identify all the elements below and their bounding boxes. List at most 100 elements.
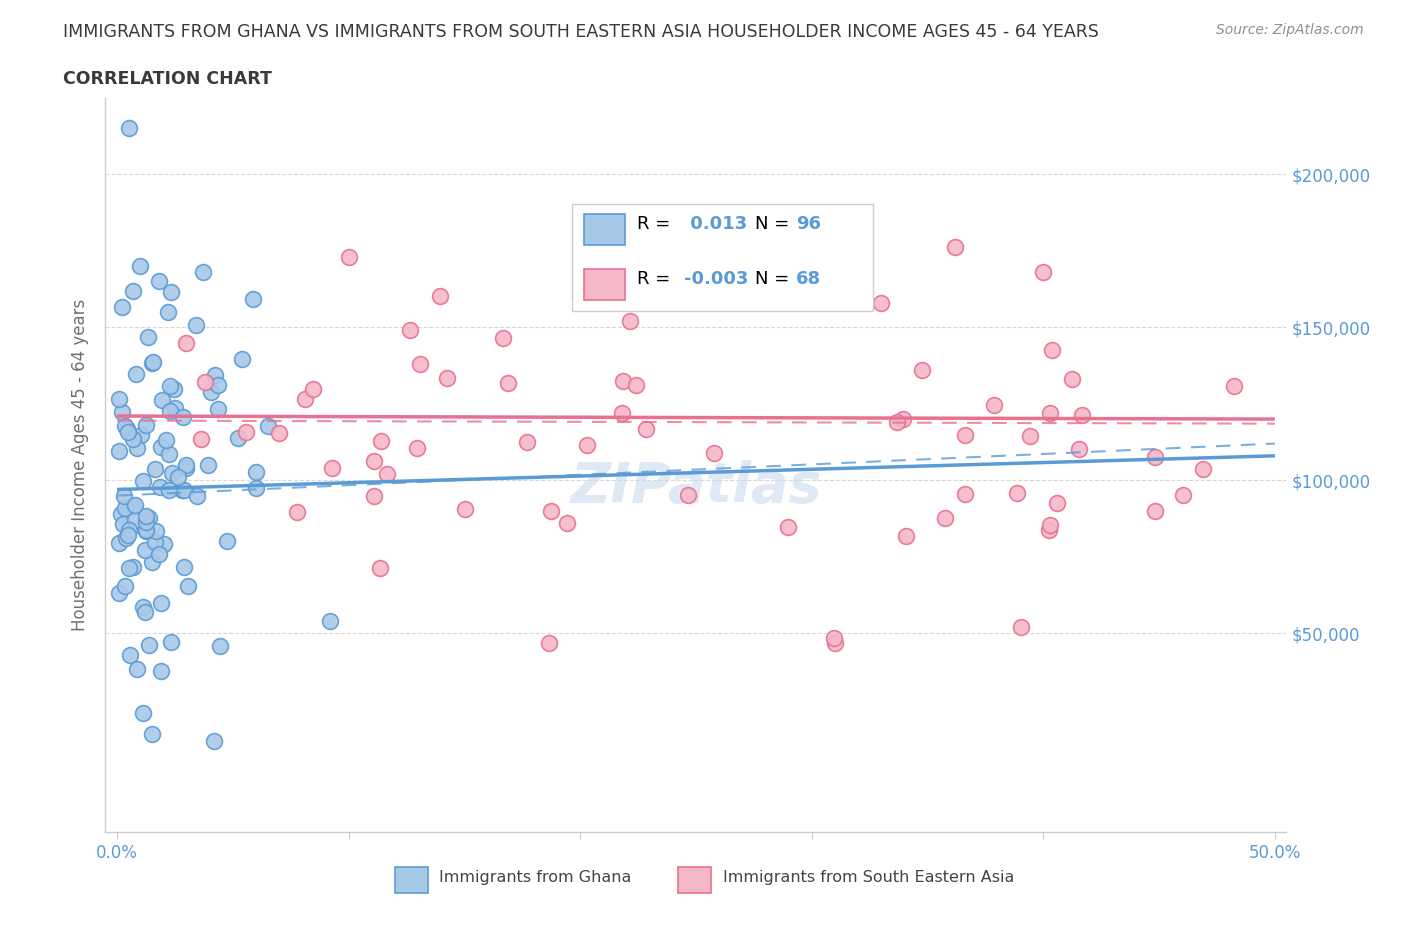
Point (1039, 517, 1062, 532)
Point (569, 289, 592, 304)
Point (125, 366, 148, 381)
Point (886, 414, 908, 429)
Point (174, 460, 197, 475)
Point (1222, 379, 1244, 393)
Point (124, 498, 146, 512)
Point (824, 635, 846, 650)
Point (1040, 343, 1063, 358)
Text: N =: N = (755, 215, 794, 233)
Point (111, 405, 134, 419)
Point (267, 425, 290, 440)
Point (194, 375, 217, 390)
Point (122, 559, 145, 574)
Point (110, 507, 132, 522)
Point (172, 483, 194, 498)
Point (498, 376, 520, 391)
Point (231, 352, 253, 366)
Point (846, 292, 869, 307)
Point (135, 514, 157, 529)
Point (540, 503, 562, 518)
Point (576, 437, 599, 452)
Point (155, 432, 177, 447)
Point (910, 363, 932, 378)
Point (208, 639, 231, 654)
Point (117, 421, 139, 436)
Point (943, 239, 966, 254)
Text: Source: ZipAtlas.com: Source: ZipAtlas.com (1216, 23, 1364, 37)
Text: -0.003: -0.003 (685, 271, 748, 288)
Point (129, 428, 152, 443)
Point (159, 404, 181, 418)
Point (159, 379, 181, 393)
Point (1173, 487, 1195, 502)
Point (436, 370, 458, 385)
Text: R =: R = (637, 271, 676, 288)
Text: ZIPatlas: ZIPatlas (571, 460, 821, 514)
Point (127, 441, 149, 456)
Point (143, 461, 166, 476)
Point (114, 500, 136, 515)
Point (135, 523, 157, 538)
Point (1045, 496, 1067, 511)
Point (177, 579, 200, 594)
Text: 68: 68 (796, 271, 821, 288)
Point (302, 382, 325, 397)
Point (150, 440, 173, 455)
Point (149, 663, 172, 678)
Point (624, 378, 647, 392)
Point (1019, 428, 1042, 443)
Point (131, 599, 153, 614)
Point (160, 466, 183, 481)
Point (184, 318, 207, 333)
Point (117, 527, 139, 542)
Point (235, 425, 257, 440)
Point (163, 401, 186, 416)
Point (132, 473, 155, 488)
Point (894, 529, 917, 544)
Y-axis label: Householder Income Ages 45 - 64 years: Householder Income Ages 45 - 64 years (72, 299, 90, 631)
Point (619, 313, 641, 328)
Point (159, 285, 181, 299)
Point (321, 461, 343, 476)
Point (176, 458, 198, 472)
FancyBboxPatch shape (583, 214, 626, 245)
Point (399, 323, 422, 338)
Point (172, 409, 194, 424)
Point (612, 373, 634, 388)
Point (108, 443, 131, 458)
Point (1144, 504, 1167, 519)
Point (121, 499, 143, 514)
Point (538, 635, 561, 650)
Point (200, 385, 222, 400)
Point (1067, 442, 1090, 457)
Point (136, 329, 159, 344)
Point (157, 446, 180, 461)
Point (142, 354, 165, 369)
Point (111, 299, 134, 314)
Point (1060, 372, 1083, 387)
Point (776, 520, 799, 535)
Point (294, 392, 316, 406)
Point (215, 533, 238, 548)
FancyBboxPatch shape (572, 205, 873, 311)
Point (1144, 449, 1167, 464)
Point (134, 542, 156, 557)
Point (368, 561, 391, 576)
Point (145, 524, 167, 538)
Point (173, 483, 195, 498)
Point (870, 296, 893, 311)
Point (112, 489, 135, 504)
Point (108, 586, 131, 601)
Point (135, 509, 157, 524)
Point (1005, 486, 1028, 501)
Point (134, 604, 156, 619)
Point (257, 418, 280, 433)
Point (157, 483, 180, 498)
Point (337, 249, 360, 264)
Point (148, 274, 170, 289)
Point (207, 378, 229, 392)
Point (108, 392, 131, 406)
Point (173, 560, 195, 575)
Point (429, 288, 451, 303)
Text: Immigrants from Ghana: Immigrants from Ghana (439, 870, 631, 885)
